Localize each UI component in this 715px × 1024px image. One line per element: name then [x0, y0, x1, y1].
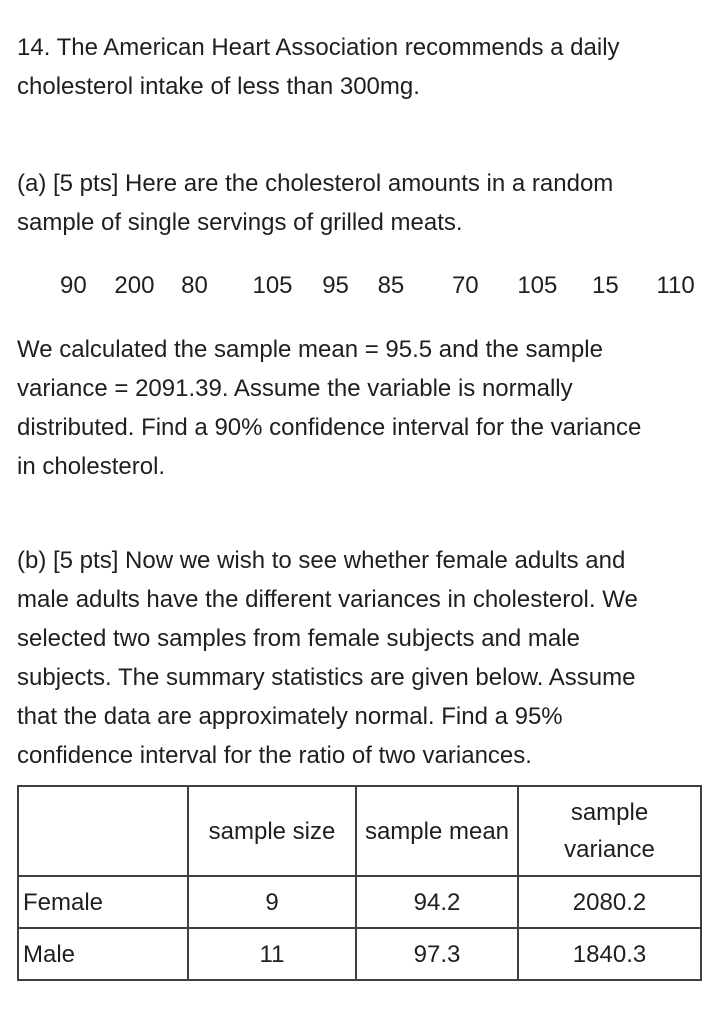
- male-sample-variance: 1840.3: [517, 927, 702, 981]
- table-row-female: Female 9 94.2 2080.2: [17, 875, 702, 929]
- table-header-empty: [17, 785, 189, 877]
- sample-value: 105: [517, 272, 558, 299]
- male-sample-mean: 97.3: [355, 927, 519, 981]
- sample-value: 95: [322, 272, 349, 299]
- summary-statistics-table: sample size sample mean sample variance …: [17, 785, 702, 981]
- part-a-stats-text: We calculated the sample mean = 95.5 and…: [17, 336, 642, 480]
- question-intro-text: 14. The American Heart Association recom…: [17, 34, 620, 100]
- sample-value: 105: [252, 272, 293, 299]
- sample-value: 70: [451, 272, 479, 299]
- table-header-sample-size: sample size: [187, 785, 357, 877]
- sample-value: 110: [656, 272, 695, 299]
- table-header-sample-variance: sample variance: [517, 785, 702, 877]
- table-header-sample-mean: sample mean: [355, 785, 519, 877]
- female-sample-size: 9: [187, 875, 357, 929]
- sample-value: 15: [592, 272, 619, 299]
- table-header-row: sample size sample mean sample variance: [17, 785, 702, 877]
- sample-value: 85: [377, 272, 405, 299]
- sample-values-row: 90 200 80 105 95 85 70 105 15 110: [60, 266, 707, 305]
- sample-value: 200: [114, 272, 155, 299]
- part-b-text: (b) [5 pts] Now we wish to see whether f…: [17, 547, 638, 769]
- male-sample-size: 11: [187, 927, 357, 981]
- female-sample-mean: 94.2: [355, 875, 519, 929]
- sample-value: 90: [60, 272, 87, 299]
- row-label: Female: [17, 875, 189, 929]
- sample-value: 80: [181, 272, 208, 299]
- female-sample-variance: 2080.2: [517, 875, 702, 929]
- table-row-male: Male 11 97.3 1840.3: [17, 927, 702, 981]
- part-a-text: (a) [5 pts] Here are the cholesterol amo…: [17, 170, 614, 236]
- row-label: Male: [17, 927, 189, 981]
